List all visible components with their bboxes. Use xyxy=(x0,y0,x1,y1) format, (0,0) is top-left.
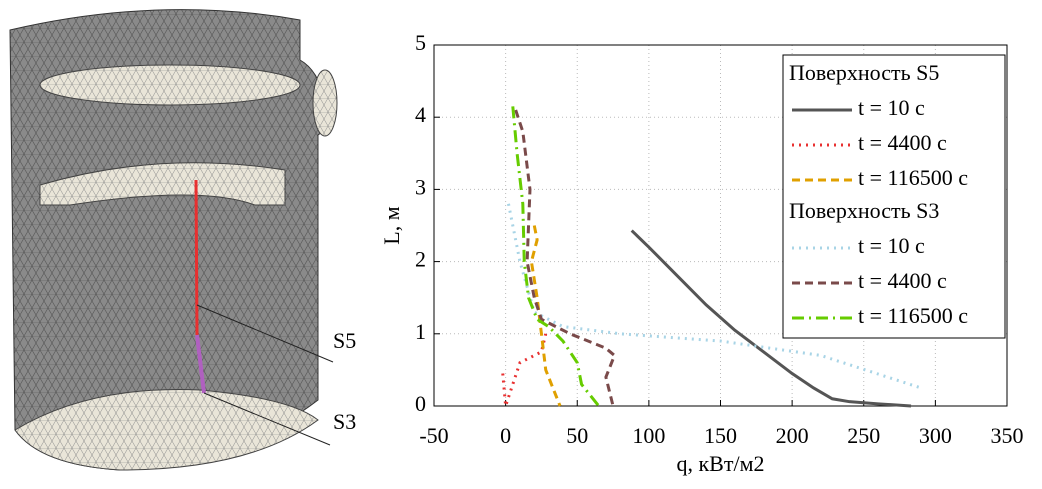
series-line xyxy=(514,109,617,407)
series-line xyxy=(511,106,600,407)
x-axis-label: q, кВт/м2 xyxy=(676,451,764,476)
legend: Поверхность S5 t = 10 с t = 4400 с t = 1165… xyxy=(782,54,1006,339)
legend-group: Поверхность S3 xyxy=(789,198,939,223)
series-line xyxy=(501,333,548,407)
x-tick-label: 100 xyxy=(632,423,665,448)
legend-label: t = 4400 с xyxy=(858,130,947,155)
chart: -50 0 50 100 150 200 250 300 350 0 1 2 3 4 5 q, кВт/м2 L… xyxy=(379,30,1023,476)
x-tick-label: 350 xyxy=(991,423,1024,448)
x-tick-label: 300 xyxy=(919,423,952,448)
legend-group: Поверхность S5 xyxy=(789,60,939,85)
y-tick-label: 5 xyxy=(415,30,426,55)
x-tick-label: 50 xyxy=(566,423,588,448)
y-axis-label: L, м xyxy=(379,206,404,244)
x-tick-label: 0 xyxy=(500,423,511,448)
x-tick-label: 200 xyxy=(776,423,809,448)
series-line xyxy=(630,229,912,408)
surface-label: S3 xyxy=(333,409,356,434)
y-tick-label: 4 xyxy=(415,102,426,127)
mesh-model: S5 S3 xyxy=(9,9,356,471)
x-tick-label: 150 xyxy=(704,423,737,448)
surface-label: S5 xyxy=(333,328,356,353)
y-tick-label: 1 xyxy=(415,319,426,344)
series-line xyxy=(507,203,922,390)
plot-frame xyxy=(433,44,1008,407)
x-tick-label: 250 xyxy=(847,423,880,448)
series-line xyxy=(529,225,562,407)
legend-frame xyxy=(782,54,1006,339)
y-tick-label: 0 xyxy=(415,391,426,416)
legend-label: t = 10 с xyxy=(858,95,925,120)
y-tick-label: 2 xyxy=(415,247,426,272)
legend-label: t = 10 с xyxy=(858,233,925,258)
x-tick-label: -50 xyxy=(419,423,448,448)
legend-label: t = 116500 с xyxy=(858,165,968,190)
y-tick-label: 3 xyxy=(415,174,426,199)
legend-label: t = 4400 с xyxy=(858,268,947,293)
legend-label: t = 116500 с xyxy=(858,303,968,328)
